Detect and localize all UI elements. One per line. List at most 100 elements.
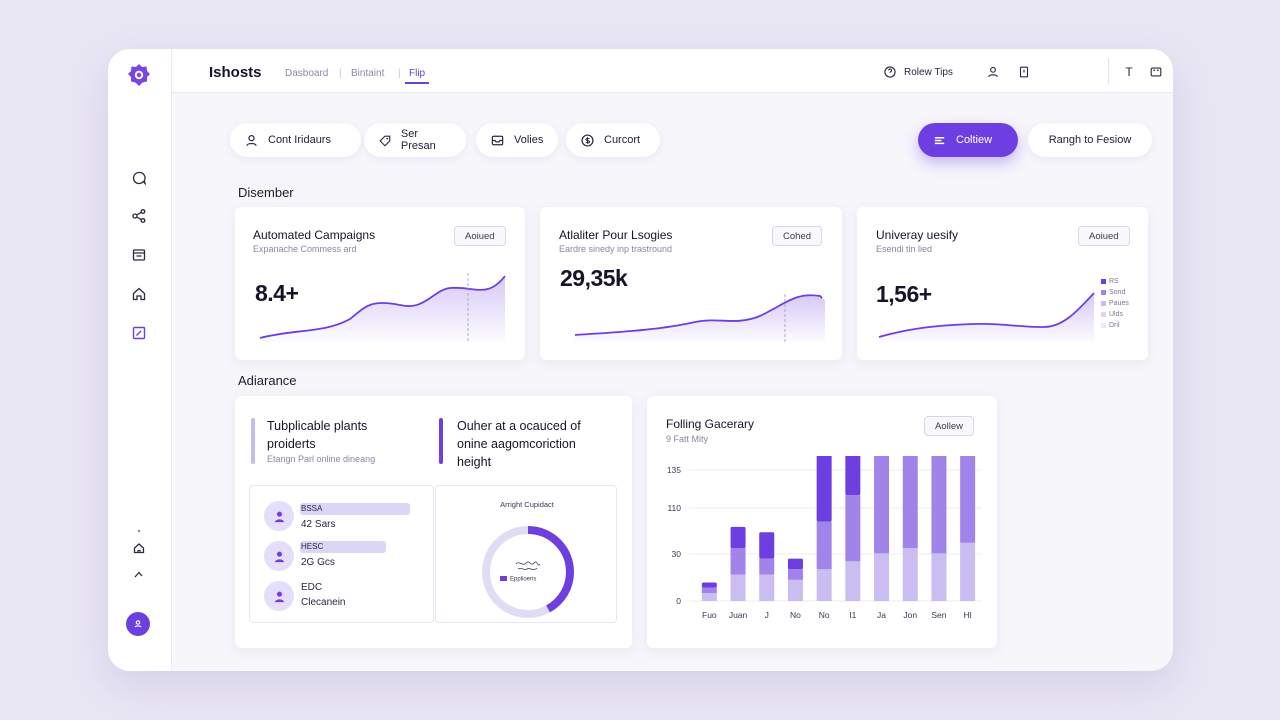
bar-segment[interactable] [845, 495, 861, 562]
image-icon[interactable] [1148, 64, 1164, 80]
user-icon[interactable] [985, 64, 1001, 80]
sparkline-area [575, 295, 825, 342]
card-subtitle: Esendi tin lied [876, 244, 933, 254]
help-link[interactable]: Rolew Tips [904, 67, 953, 78]
card-title: Automated Campaigns [253, 228, 376, 242]
bar-segment[interactable] [816, 456, 832, 522]
sparkline-line [259, 275, 506, 339]
notification-icon[interactable] [1016, 64, 1032, 80]
bar-segment[interactable] [701, 593, 717, 601]
chart-title: Folling Gacerary [666, 417, 755, 431]
sparkline-chart [574, 294, 825, 342]
donut-legend-label: Epplioeris [510, 577, 536, 583]
bar-segment[interactable] [730, 574, 746, 601]
bar-segment[interactable] [960, 456, 976, 543]
legend-item: Dril [1101, 320, 1129, 331]
x-tick-label: Hl [964, 610, 972, 620]
scribble-icon [515, 561, 541, 570]
bar-segment[interactable] [845, 456, 861, 496]
card-action-button[interactable]: Aoiued [1078, 226, 1130, 246]
stat-value: 29,35k [560, 265, 628, 291]
x-tick-label: Jon [903, 610, 917, 620]
bar-segment[interactable] [787, 558, 803, 570]
chart-action-button[interactable]: Aollew [924, 416, 974, 436]
x-tick-label: Sen [931, 610, 946, 620]
x-tick-label: Juan [729, 610, 748, 620]
donut-fill [482, 526, 574, 618]
home-small-icon[interactable] [130, 539, 148, 557]
bar-segment[interactable] [931, 456, 947, 554]
primary-action-button[interactable]: Coltiew [918, 123, 1018, 157]
text-button[interactable]: T [1125, 65, 1133, 79]
bar-segment[interactable] [787, 579, 803, 601]
bar-segment[interactable] [902, 548, 918, 601]
section-title: Adiarance [238, 373, 297, 388]
tag-icon [379, 135, 391, 147]
home-icon[interactable] [130, 285, 148, 303]
bar-segment[interactable] [787, 569, 803, 580]
bar-segment[interactable] [759, 558, 775, 575]
inbox-icon [491, 135, 504, 145]
card-action-button[interactable]: Cohed [772, 226, 822, 246]
stat-card: Atlaliter Pour Lsogies Eardre sinedy inp… [540, 207, 842, 360]
stat-card: Univeray uesify Esendi tin lied Aoiued 1… [857, 207, 1148, 360]
bar-segment[interactable] [845, 561, 861, 601]
legend-item: RS [1101, 276, 1129, 287]
person-tag: BSSA [300, 503, 410, 515]
bar-segment[interactable] [816, 521, 832, 570]
bar-segment[interactable] [730, 548, 746, 575]
filter-pill-ser-presan[interactable]: Ser Presan [364, 123, 466, 157]
x-tick-label: Fuo [702, 610, 717, 620]
calendar-icon[interactable] [130, 246, 148, 264]
bar-segment[interactable] [701, 587, 717, 594]
bar-segment[interactable] [931, 553, 947, 601]
nav-link-flip[interactable]: Flip [409, 68, 426, 79]
help-icon[interactable] [882, 64, 898, 80]
card-action-button[interactable]: Aoiued [454, 226, 506, 246]
share-icon[interactable] [130, 207, 148, 225]
bar-segment[interactable] [960, 542, 976, 601]
sidebar [108, 49, 172, 671]
dot-icon [130, 522, 148, 540]
secondary-action-label: Rangh to Fesiow [1048, 134, 1132, 146]
brand-name: Ishosts [209, 64, 262, 81]
card-title: Atlaliter Pour Lsogies [559, 228, 673, 242]
chevron-icon[interactable] [130, 566, 148, 584]
filter-pill-label: Curcort [604, 134, 641, 146]
stat-value: 8.4+ [255, 280, 299, 306]
filter-pill-label: Cont Iridaurs [268, 134, 331, 146]
bar-segment[interactable] [902, 456, 918, 549]
bar-segment[interactable] [874, 456, 890, 554]
nav-separator: | [339, 68, 342, 79]
filter-pill-curcort[interactable]: Curcort [566, 123, 660, 157]
x-tick-label: J [765, 610, 769, 620]
legend-item: Sond [1101, 287, 1129, 298]
card-title: Univeray uesify [876, 228, 959, 242]
block-subtitle: Etangn Parl online dineang [267, 454, 376, 464]
bar-segment[interactable] [816, 569, 832, 601]
user-avatar-icon [264, 541, 294, 571]
secondary-action-button[interactable]: Rangh to Fesiow [1028, 123, 1152, 157]
nav-link-bintaint[interactable]: Bintaint [351, 68, 385, 79]
nav-link-dashboard[interactable]: Dasboard [285, 68, 329, 79]
sparkline-area [260, 276, 505, 342]
legend-swatch [500, 576, 507, 581]
edit-icon[interactable] [130, 324, 148, 342]
x-tick-label: No [819, 610, 830, 620]
bar-segment[interactable] [874, 553, 890, 601]
topbar-divider [1108, 58, 1109, 84]
user-small-icon [134, 620, 142, 628]
profile-button[interactable] [126, 612, 150, 636]
chat-icon[interactable] [130, 169, 148, 187]
bar-segment[interactable] [701, 582, 717, 588]
bar-segment[interactable] [759, 532, 775, 559]
bar-segment[interactable] [730, 526, 746, 549]
filter-pill-volies[interactable]: Volies [476, 123, 558, 157]
app-logo-icon[interactable] [126, 62, 152, 88]
person-tag: EDC [301, 582, 323, 593]
nav-separator: | [398, 68, 401, 79]
primary-action-label: Coltiew [956, 134, 993, 146]
bar-segment[interactable] [759, 574, 775, 601]
filter-pill-contacts[interactable]: Cont Iridaurs [230, 123, 361, 157]
chart-card: Folling Gacerary 9 Fatt Mity Aollew 135 1… [647, 396, 997, 648]
